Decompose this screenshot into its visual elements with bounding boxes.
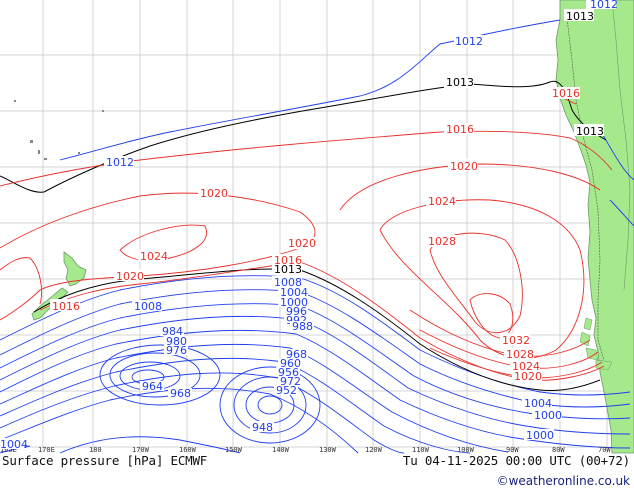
label-1020-east: 1020 (450, 160, 478, 173)
tick-165e: 165E (0, 446, 17, 454)
label-1024-west: 1024 (140, 250, 168, 263)
label-1028-south: 1028 (506, 348, 534, 361)
label-976: 976 (166, 344, 187, 357)
label-1016-chile: 1016 (552, 87, 580, 100)
label-1020-west: 1020 (200, 187, 228, 200)
label-1013-chile: 1013 (576, 125, 604, 138)
tick-150w: 150W (225, 446, 243, 454)
coast-line-inner (611, 0, 631, 291)
ocean-background (0, 0, 634, 453)
tick-110w: 110W (412, 446, 430, 454)
tick-170e: 170E (38, 446, 55, 454)
label-984: 984 (162, 325, 183, 338)
map-title: Surface pressure [hPa] ECMWF (2, 453, 208, 468)
label-1000-a: 1000 (280, 296, 308, 309)
label-1008-east: 1004 (524, 397, 552, 410)
label-1016-south: 1016 (274, 254, 302, 267)
label-1024-south: 1024 (512, 360, 540, 373)
label-964: 964 (142, 380, 163, 393)
valid-time: Tu 04-11-2025 00:00 UTC (00+72) (402, 453, 630, 468)
label-1032: 1032 (502, 334, 530, 347)
label-1013-chile-north: 1013 (566, 10, 594, 23)
label-1008: 1008 (274, 276, 302, 289)
credit-link[interactable]: ©weatheronline.co.uk (496, 474, 630, 488)
tick-170w: 170W (132, 446, 150, 454)
label-960: 960 (280, 357, 301, 370)
label-1000-east: 1000 (526, 429, 554, 442)
label-1020-south: 1020 (514, 370, 542, 383)
label-1004-west: 1008 (134, 300, 162, 313)
label-1012-west: 1012 (106, 156, 134, 169)
tick-100w: 100W (457, 446, 475, 454)
label-952: 952 (276, 384, 297, 397)
tick-160w: 160W (179, 446, 197, 454)
label-980: 980 (166, 335, 187, 348)
label-1012-north: 1012 (455, 35, 483, 48)
label-996: 996 (286, 305, 307, 318)
high-isobar-labels: 1016 1016 1016 1016 1020 1020 1020 1020 … (50, 87, 580, 383)
label-1016-north: 1016 (446, 123, 474, 136)
label-1004-east: 1000 (534, 409, 562, 422)
label-972: 972 (280, 375, 301, 388)
label-948: 948 (252, 421, 273, 434)
label-1016-nz: 1016 (52, 300, 80, 313)
tick-70w: 70W (598, 446, 611, 454)
tick-130w: 130W (319, 446, 337, 454)
label-1020-center: 1020 (288, 237, 316, 250)
pacific-islands (14, 100, 104, 160)
low-isobar-labels: 1012 1012 1012 1008 1004 1000 996 992 98… (0, 0, 618, 451)
label-1000-west: 1004 (0, 438, 28, 451)
tick-120w: 120W (365, 446, 383, 454)
label-1004-a: 1004 (280, 286, 308, 299)
label-1013-center: 1013 (446, 76, 474, 89)
label-988: 988 (292, 320, 313, 333)
tick-90w: 90W (506, 446, 519, 454)
label-956: 956 (278, 366, 299, 379)
label-968-a: 968 (286, 348, 307, 361)
south-america-landmass (555, 0, 634, 454)
tick-180: 180 (89, 446, 102, 454)
label-1024-east: 1024 (428, 195, 456, 208)
label-1012-chile: 1012 (590, 0, 618, 11)
longitude-ticks: 165E 170E 180 170W 160W 150W 140W 130W 1… (0, 446, 611, 454)
label-1028-center: 1028 (428, 235, 456, 248)
label-1013-south: 1013 (274, 263, 302, 276)
andes-ridge (565, 9, 605, 361)
tick-80w: 80W (552, 446, 565, 454)
map-footer: Surface pressure [hPa] ECMWF Tu 04-11-20… (0, 453, 634, 490)
label-968-b: 968 (170, 387, 191, 400)
label-1020-nz: 1020 (116, 270, 144, 283)
tick-140w: 140W (272, 446, 290, 454)
chile-island-cluster (579, 317, 613, 371)
neutral-isobar-labels: 1013 1013 1013 1013 (272, 9, 604, 276)
